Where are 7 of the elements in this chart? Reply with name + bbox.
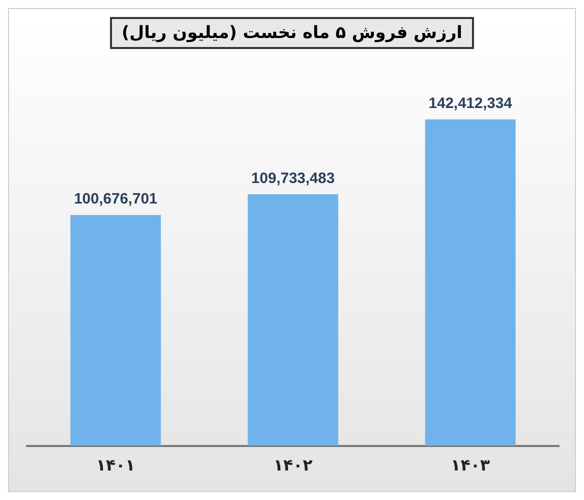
data-label: 109,733,483 — [251, 170, 335, 187]
x-tick-label: ۱۴۰۳ — [450, 456, 490, 475]
x-tick-label: ۱۴۰۱ — [96, 456, 136, 475]
data-label: 142,412,334 — [428, 94, 513, 112]
x-tick-label: ۱۴۰۲ — [273, 456, 313, 475]
data-label: 100,676,701 — [74, 190, 158, 208]
chart-title: ارزش فروش ۵ ماه نخست (میلیون ریال) — [110, 17, 474, 49]
